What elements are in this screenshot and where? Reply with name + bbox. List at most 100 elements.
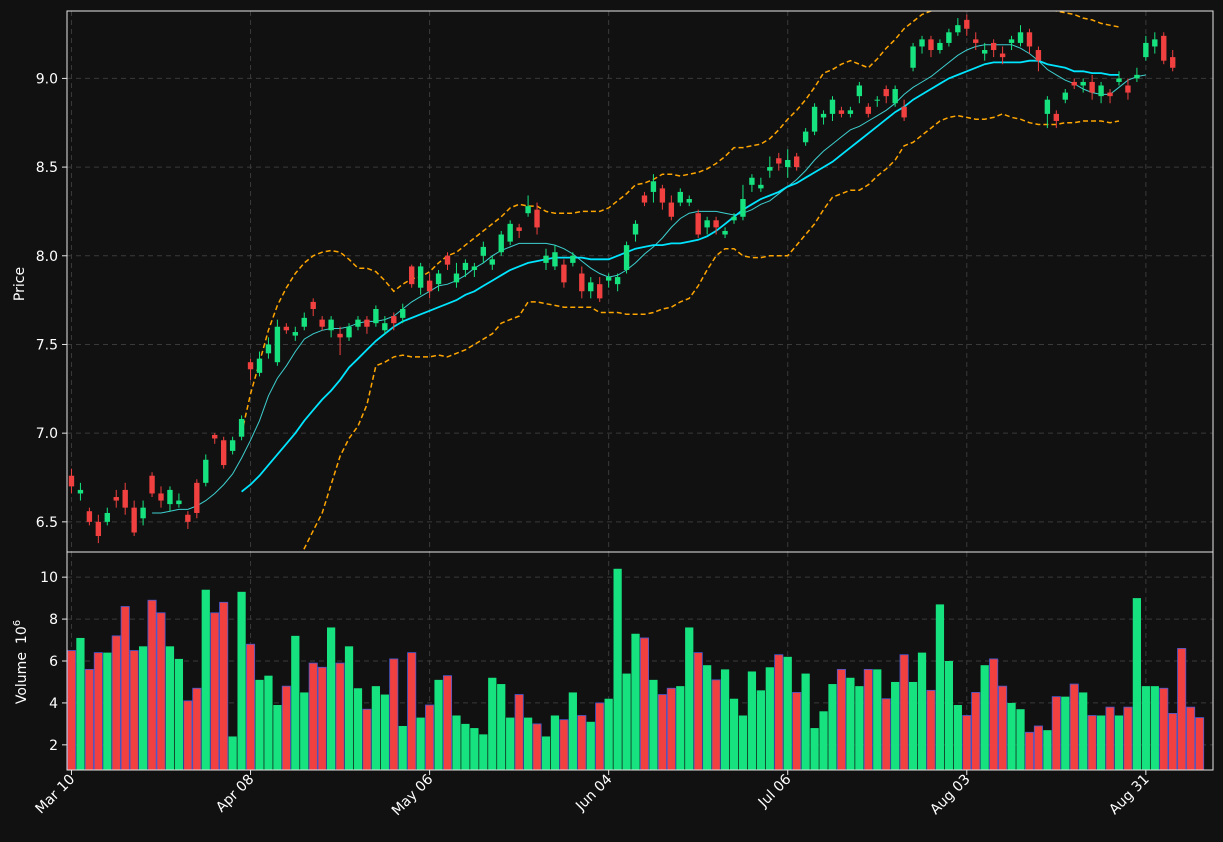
volume-bar [300,692,309,770]
volume-bar [926,689,936,771]
slow-moving-average-line [241,59,1119,493]
candle-body [785,159,791,168]
candle-body [1143,42,1149,58]
price-tick-label: 8.5 [36,160,58,176]
volume-bar [398,725,407,770]
volume-bar [855,686,864,770]
volume-bar [103,652,112,770]
volume-bar [66,650,76,771]
candle-body [489,259,495,265]
volume-bar [380,694,389,770]
volume-bar [935,604,945,770]
volume-bar [1007,702,1016,770]
volume-bar [828,684,837,770]
candle-body [426,280,433,292]
price-grid [67,11,1213,552]
candle-body [722,230,728,235]
candle-body [561,264,567,283]
volume-bar [452,715,461,770]
price-tick-label: 6.5 [36,515,58,531]
candle-body [668,202,675,217]
volume-bar [129,650,139,771]
candle-body [256,358,263,373]
candle-body [677,191,683,203]
candle-body [355,319,361,327]
candle-body [973,39,979,43]
candle-body [346,326,352,338]
price-tick-label: 9.0 [36,71,58,87]
candle-body [1152,39,1158,47]
candle-body [310,301,316,309]
volume-bar [326,627,336,770]
candle-body [328,319,334,331]
volume-bar [604,698,613,770]
candle-body [990,42,997,51]
candle-body [1017,32,1024,43]
volume-bar [685,627,694,770]
volume-bar [192,687,202,771]
volume-bar [1079,692,1088,770]
fast-moving-average-line [152,44,1146,514]
candle-body [149,475,155,494]
candle-body [534,209,540,228]
candle-body [946,32,952,43]
candle-body [1107,92,1113,97]
volume-axis-exponent-power: 6 [12,620,23,626]
candle-body [758,184,764,189]
volume-bar [488,677,497,770]
volume-bar [729,698,739,770]
candle-body [883,89,889,97]
volume-bar [747,671,757,770]
candle-body [1053,113,1060,121]
y-tick-labels: 6.5 7.0 7.5 8.0 8.5 9.0 2 4 6 8 10 [36,71,67,754]
candle-body [229,440,236,451]
candle-body [480,246,487,256]
candle-body [283,326,290,331]
candle-body [319,319,325,327]
candle-body [614,277,621,285]
volume-bar [568,692,577,770]
volume-bar [756,690,765,770]
candle-body [793,156,800,168]
volume-bar [711,679,721,771]
volume-bar [201,589,210,770]
candle-body [811,106,818,132]
candle-body [167,489,173,505]
volume-bar [237,591,246,770]
volume-bar [434,679,443,770]
volume-bar [156,612,166,771]
volume-bar [846,677,855,770]
candle-body [1170,57,1176,68]
volume-bar [264,675,273,770]
candle-body [937,42,943,51]
bollinger-bands [240,11,1120,552]
candle-body [247,362,254,370]
volume-bar [908,681,918,770]
volume-bar [389,658,399,771]
candle-body [713,220,719,228]
candle-body [928,39,934,51]
candle-body [802,131,809,143]
volume-bar [76,637,85,770]
volume-bar [1141,686,1150,770]
candle-body [185,514,191,522]
candle-body [364,319,370,327]
volume-tick-label: 10 [40,570,58,586]
candle-body [400,308,406,318]
candle-body [471,266,478,270]
volume-bar [138,646,148,770]
volume-bar [720,669,730,770]
volume-bar [1159,687,1169,771]
candle-body [543,255,549,263]
volume-bar [362,708,372,771]
volume-bar [765,667,774,770]
volume-bar [461,723,470,770]
candle-body [1071,81,1077,86]
candle-body [552,252,558,267]
volume-tick-label: 4 [49,696,58,712]
candle-body [194,482,200,513]
volume-bar [281,685,291,771]
volume-bar [183,700,193,771]
volume-bar [649,679,658,770]
